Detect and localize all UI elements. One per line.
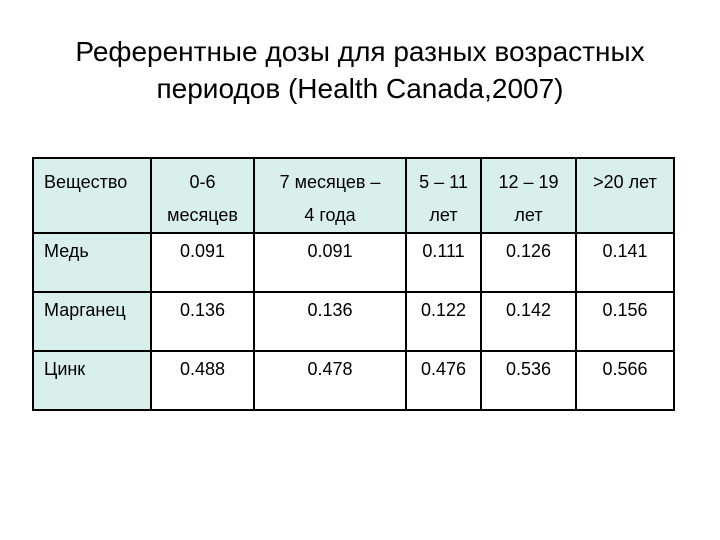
header-line: >20 лет: [593, 172, 657, 192]
dose-value: 0.142: [480, 291, 577, 352]
column-header-0-6-months: 0-6 месяцев: [150, 157, 255, 234]
table-row-copper: Медь 0.091 0.091 0.111 0.126 0.141: [32, 232, 675, 293]
dose-value: 0.488: [150, 350, 255, 411]
dose-value: 0.122: [405, 291, 482, 352]
header-line: 7 месяцев –: [279, 172, 381, 192]
header-line: лет: [429, 205, 458, 225]
dose-value: 0.136: [253, 291, 407, 352]
dose-value: 0.091: [253, 232, 407, 293]
header-line: Вещество: [44, 172, 128, 192]
header-line: 0-6: [189, 172, 216, 192]
header-line: 5 – 11: [419, 172, 468, 192]
slide-title-line-2: периодов (Health Canada,2007): [156, 73, 564, 104]
column-header-substance: Вещество: [32, 157, 152, 234]
table-header-row: Вещество 0-6 месяцев 7 месяцев – 4 года …: [32, 157, 675, 234]
dose-value: 0.476: [405, 350, 482, 411]
dose-value: 0.536: [480, 350, 577, 411]
header-line: 12 – 19: [498, 172, 559, 192]
header-line: лет: [514, 205, 543, 225]
dose-value: 0.111: [405, 232, 482, 293]
column-header-7-months-4-years: 7 месяцев – 4 года: [253, 157, 407, 234]
substance-name: Цинк: [32, 350, 152, 411]
column-header-5-11-years: 5 – 11 лет: [405, 157, 482, 234]
slide-title: Референтные дозы для разных возрастных п…: [0, 33, 720, 107]
dose-value: 0.136: [150, 291, 255, 352]
dose-value: 0.478: [253, 350, 407, 411]
reference-doses-table: Вещество 0-6 месяцев 7 месяцев – 4 года …: [32, 157, 675, 411]
dose-value: 0.156: [575, 291, 675, 352]
column-header-12-19-years: 12 – 19 лет: [480, 157, 577, 234]
table-row-zinc: Цинк 0.488 0.478 0.476 0.536 0.566: [32, 350, 675, 411]
substance-name: Медь: [32, 232, 152, 293]
substance-name: Марганец: [32, 291, 152, 352]
table-row-manganese: Марганец 0.136 0.136 0.122 0.142 0.156: [32, 291, 675, 352]
header-line: месяцев: [167, 205, 238, 225]
header-line: 4 года: [304, 205, 356, 225]
dose-value: 0.566: [575, 350, 675, 411]
slide-title-line-1: Референтные дозы для разных возрастных: [75, 36, 645, 67]
dose-value: 0.091: [150, 232, 255, 293]
dose-value: 0.141: [575, 232, 675, 293]
dose-value: 0.126: [480, 232, 577, 293]
column-header-over-20-years: >20 лет: [575, 157, 675, 234]
